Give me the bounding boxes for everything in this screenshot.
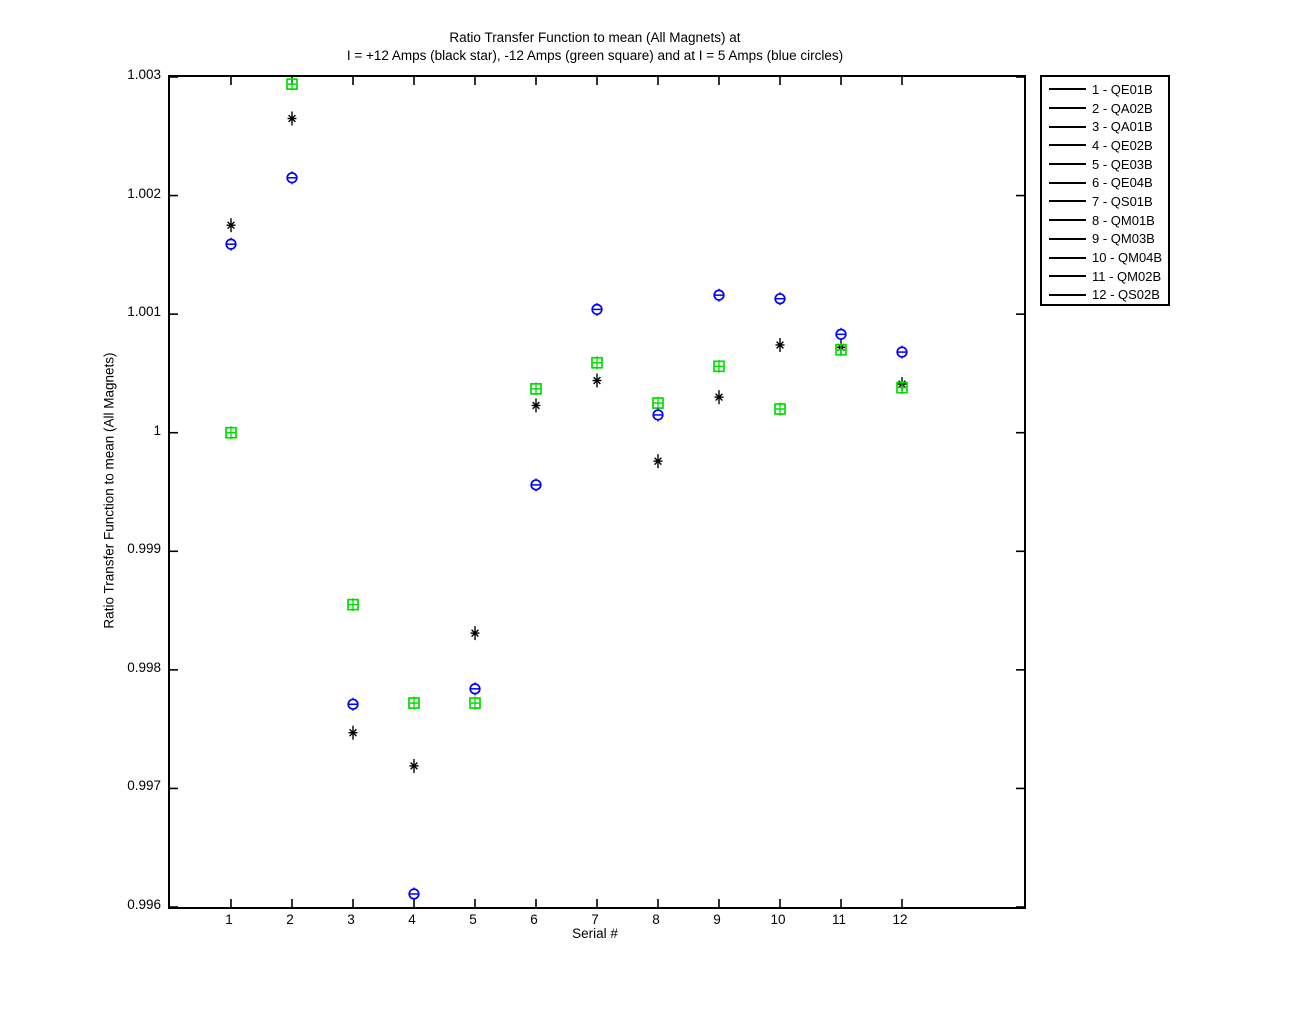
legend-entry-10: 10 - QM04B bbox=[1042, 248, 1168, 267]
marker-star-serial-8 bbox=[654, 457, 662, 466]
legend-entry-label: 6 - QE04B bbox=[1092, 175, 1153, 191]
marker-star-serial-4 bbox=[410, 762, 418, 770]
legend-line-sample bbox=[1049, 144, 1086, 147]
legend-line-sample bbox=[1049, 256, 1086, 259]
marker-star-serial-6 bbox=[532, 401, 540, 410]
x-tick-label: 4 bbox=[408, 912, 416, 927]
x-tick-label: 3 bbox=[347, 912, 355, 927]
y-tick-label: 1.001 bbox=[127, 304, 161, 320]
x-tick-label: 9 bbox=[713, 912, 721, 927]
x-tick-label: 5 bbox=[469, 912, 477, 927]
legend-entry-8: 8 - QM01B bbox=[1042, 211, 1168, 230]
y-tick-label: 1.003 bbox=[127, 67, 161, 82]
x-tick-label: 10 bbox=[770, 912, 786, 927]
legend: 1 - QE01B 2 - QA02B 3 - QA01B 4 - QE02B 5 - … bbox=[1040, 75, 1170, 306]
legend-entry-label: 1 - QE01B bbox=[1092, 81, 1153, 97]
marker-star-serial-7 bbox=[593, 376, 601, 385]
legend-entry-label: 9 - QM03B bbox=[1092, 231, 1155, 247]
marker-square-serial-10 bbox=[774, 403, 786, 415]
chart-title-line1: Ratio Transfer Function to mean (All Mag… bbox=[449, 30, 741, 45]
legend-entry-2: 2 - QA02B bbox=[1042, 99, 1168, 118]
x-tick-label: 7 bbox=[591, 912, 599, 927]
marker-square-serial-11 bbox=[835, 343, 847, 356]
marker-square-serial-1 bbox=[225, 426, 237, 439]
legend-entry-label: 5 - QE03B bbox=[1092, 156, 1153, 172]
marker-star-serial-2 bbox=[288, 114, 296, 123]
chart-title: Ratio Transfer Function to mean (All Mag… bbox=[168, 29, 1022, 65]
y-tick-label: 0.996 bbox=[127, 897, 161, 912]
legend-line-sample bbox=[1049, 88, 1086, 91]
marker-square-serial-5 bbox=[469, 697, 481, 709]
legend-entry-9: 9 - QM03B bbox=[1042, 230, 1168, 249]
marker-star-serial-5 bbox=[471, 629, 479, 637]
marker-square-serial-12 bbox=[896, 381, 908, 394]
legend-entry-label: 8 - QM01B bbox=[1092, 212, 1155, 228]
marker-square-serial-2 bbox=[286, 78, 298, 90]
legend-entry-label: 3 - QA01B bbox=[1092, 119, 1153, 135]
x-tick-label: 2 bbox=[286, 912, 294, 927]
marker-star-serial-10 bbox=[776, 341, 784, 349]
legend-line-sample bbox=[1049, 293, 1086, 296]
marker-square-serial-6 bbox=[530, 382, 542, 395]
legend-entry-label: 4 - QE02B bbox=[1092, 137, 1153, 153]
plot-canvas bbox=[170, 76, 1024, 908]
legend-entry-5: 5 - QE03B bbox=[1042, 155, 1168, 174]
legend-line-sample bbox=[1049, 237, 1086, 240]
x-axis-label: Serial # bbox=[572, 926, 618, 941]
legend-line-sample bbox=[1049, 163, 1086, 166]
marker-square-serial-8 bbox=[652, 397, 664, 409]
legend-entry-11: 11 - QM02B bbox=[1042, 267, 1168, 286]
x-tick-label: 8 bbox=[652, 912, 660, 927]
x-tick-label: 6 bbox=[530, 912, 538, 927]
marker-square-serial-9 bbox=[713, 360, 725, 373]
legend-entry-6: 6 - QE04B bbox=[1042, 173, 1168, 192]
legend-line-sample bbox=[1049, 275, 1086, 278]
legend-entry-label: 11 - QM02B bbox=[1092, 268, 1162, 284]
legend-entry-1: 1 - QE01B bbox=[1042, 80, 1168, 99]
y-tick-label: 0.997 bbox=[127, 778, 161, 794]
legend-line-sample bbox=[1049, 200, 1086, 203]
legend-line-sample bbox=[1049, 181, 1086, 184]
x-tick-label: 1 bbox=[225, 912, 233, 927]
legend-entry-12: 12 - QS02B bbox=[1042, 286, 1168, 305]
marker-star-serial-1 bbox=[227, 221, 235, 230]
marker-square-serial-3 bbox=[347, 598, 359, 611]
legend-entry-7: 7 - QS01B bbox=[1042, 192, 1168, 211]
y-tick-label: 0.999 bbox=[127, 541, 161, 557]
marker-star-serial-3 bbox=[349, 728, 357, 737]
marker-square-serial-7 bbox=[591, 356, 603, 369]
y-tick-label: 1 bbox=[153, 422, 161, 438]
legend-entry-label: 7 - QS01B bbox=[1092, 193, 1153, 209]
x-tick-label: 11 bbox=[831, 912, 846, 927]
plot-area bbox=[168, 75, 1026, 909]
legend-entry-label: 12 - QS02B bbox=[1092, 287, 1160, 303]
legend-line-sample bbox=[1049, 125, 1086, 128]
legend-entry-4: 4 - QE02B bbox=[1042, 136, 1168, 155]
y-tick-label: 1.002 bbox=[127, 185, 161, 201]
x-tick-label: 12 bbox=[892, 912, 908, 927]
legend-line-sample bbox=[1049, 219, 1086, 222]
legend-line-sample bbox=[1049, 107, 1086, 110]
legend-entry-3: 3 - QA01B bbox=[1042, 117, 1168, 136]
legend-entry-label: 2 - QA02B bbox=[1092, 100, 1153, 116]
y-tick-label: 0.998 bbox=[127, 659, 161, 675]
chart-title-line2: I = +12 Amps (black star), -12 Amps (gre… bbox=[346, 48, 844, 63]
marker-star-serial-9 bbox=[715, 393, 723, 402]
marker-square-serial-4 bbox=[408, 697, 420, 709]
legend-entry-label: 10 - QM04B bbox=[1092, 250, 1163, 266]
